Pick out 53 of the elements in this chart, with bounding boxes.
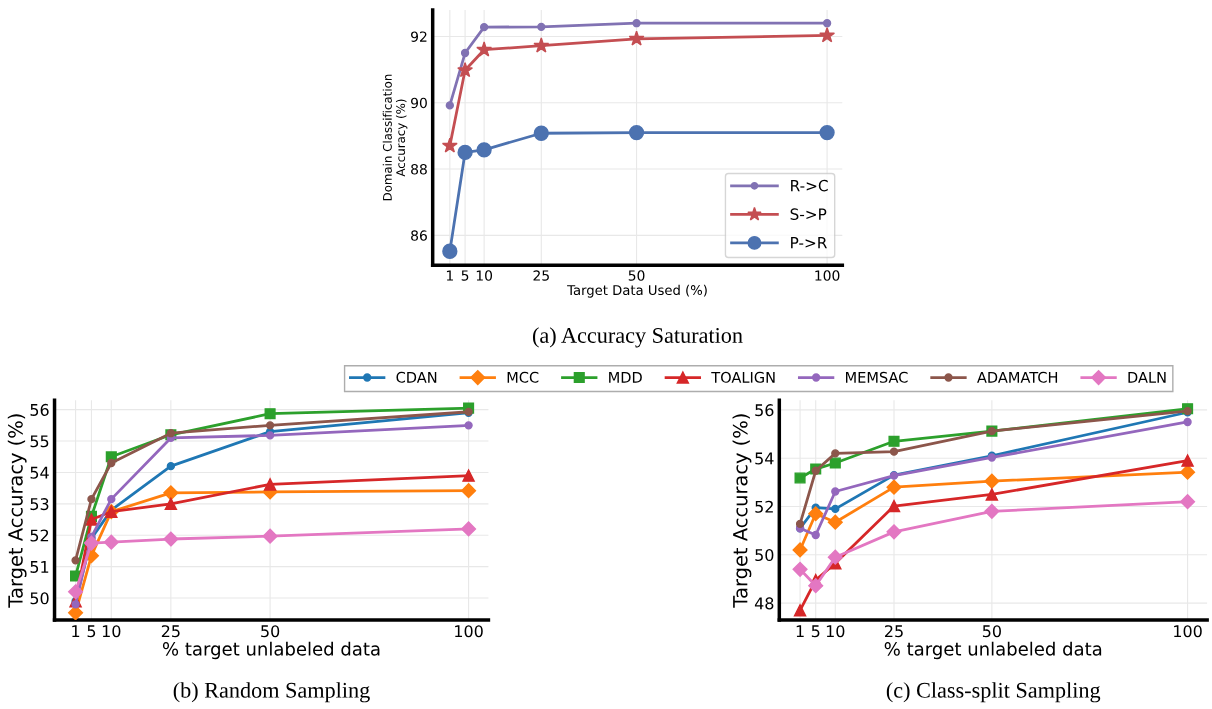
x-tick-label: 100	[815, 270, 840, 281]
x-tick-label: 10	[476, 270, 493, 281]
y-tick-label: 86	[411, 230, 427, 241]
y-tick-label: 53	[30, 498, 49, 511]
text: (c) Class-split Sampling	[886, 682, 1101, 703]
y-tick-label: 55	[30, 435, 49, 448]
x-tick-label: 1	[72, 625, 80, 638]
x-tick-label: 50	[261, 625, 280, 638]
x-tick-label: 5	[811, 625, 820, 638]
y-tick-label: 52	[755, 500, 773, 513]
x-tick-label: 1	[446, 270, 453, 281]
y-axis-title: Target Accuracy (%)	[732, 414, 752, 608]
text: (b) Random Sampling	[173, 682, 370, 703]
x-tick-label: 25	[161, 625, 180, 638]
y-axis-title: Domain Classification Accuracy (%)	[382, 74, 408, 201]
legend-label: ADAMATCH	[977, 371, 1058, 383]
x-tick-label: 1	[796, 625, 804, 638]
x-axis-title: % target unlabeled data	[162, 641, 380, 660]
y-tick-label: 92	[411, 31, 427, 42]
legend-label: S->P	[790, 208, 827, 220]
x-tick-label: 100	[455, 625, 483, 638]
y-tick-label: 52	[30, 529, 49, 542]
legend-label: R->C	[791, 179, 828, 192]
legend-label: MCC	[507, 371, 539, 383]
y-tick-label: 88	[411, 164, 427, 175]
x-tick-label: 10	[102, 625, 121, 638]
x-tick-label: 50	[628, 270, 645, 281]
y-tick-label: 54	[30, 466, 49, 479]
y-axis-title: Target Accuracy (%)	[7, 414, 27, 608]
text: (a) Accuracy Saturation	[532, 327, 743, 348]
legend-label: MEMSAC	[846, 371, 908, 383]
legend-label: TOALIGN	[711, 371, 775, 383]
y-tick-label: 48	[754, 597, 774, 610]
x-tick-label: 25	[533, 270, 549, 281]
y-tick-label: 50	[30, 592, 49, 605]
y-tick-label: 54	[755, 452, 774, 465]
x-tick-label: 5	[87, 625, 96, 638]
y-tick-label: 50	[755, 549, 774, 562]
legend-label: CDAN	[396, 371, 437, 383]
x-tick-label: 100	[1174, 625, 1202, 638]
legend-label: DALN	[1128, 372, 1166, 383]
y-tick-label: 90	[411, 97, 427, 109]
x-tick-label: 5	[461, 270, 469, 281]
x-tick-label: 50	[982, 625, 1001, 638]
x-tick-label: 10	[826, 625, 845, 638]
y-tick-label: 51	[30, 561, 49, 573]
x-axis-title: % target unlabeled data	[884, 641, 1102, 660]
legend-label: MDD	[609, 372, 642, 383]
x-tick-label: 25	[885, 625, 903, 638]
x-axis-title: Target Data Used (%)	[567, 284, 707, 298]
y-tick-label: 56	[30, 403, 49, 416]
legend-label: P->R	[791, 237, 827, 249]
y-tick-label: 56	[755, 404, 774, 417]
